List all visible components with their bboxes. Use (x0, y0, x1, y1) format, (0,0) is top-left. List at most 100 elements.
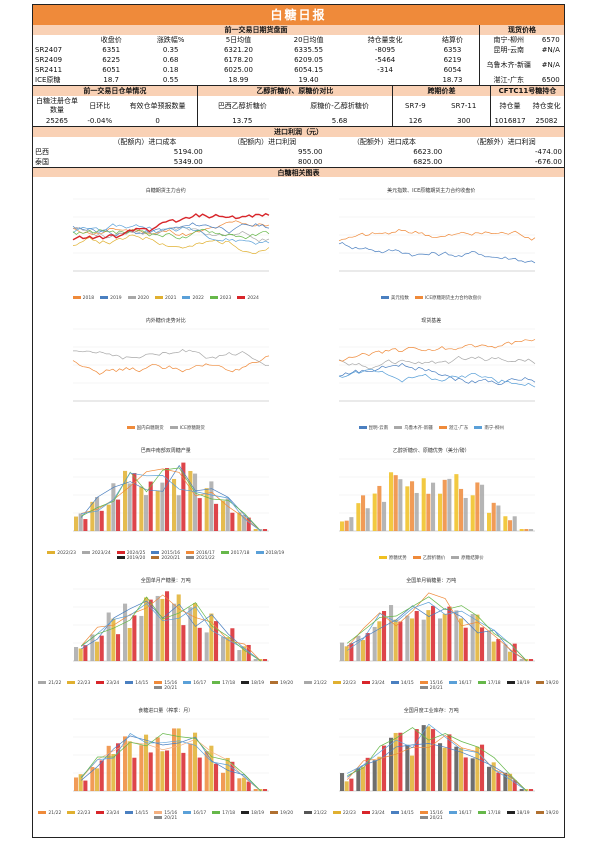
bar-mark (388, 737, 393, 791)
bar-mark (453, 610, 458, 661)
legend-label: 原糖优势 (388, 556, 407, 561)
chart-svg (338, 718, 535, 792)
legend-label: 乌鲁木齐-新疆 (404, 426, 433, 431)
series-line (80, 733, 262, 792)
chart-legend: 美元指数 ICE原糖期货主力合约收盘价 (299, 295, 565, 301)
warehouse-value: 25265 (45, 117, 69, 125)
bar-mark (197, 498, 202, 531)
legend-label: 2021 (165, 296, 177, 301)
bar-mark (376, 485, 381, 531)
legend-item: 2024 (237, 296, 259, 301)
bar-mark (381, 745, 386, 791)
legend-label: 2018/19 (265, 551, 285, 556)
chart-title: 全国单月销糖量：万吨 (406, 578, 457, 584)
bar-mark (388, 605, 393, 661)
legend-label: 16/17 (193, 811, 207, 816)
ethanol-header: 巴西乙醇折糖价 (217, 102, 267, 110)
bar-mark (442, 613, 447, 661)
legend-swatch (448, 681, 457, 684)
chart-title: 乙醇折糖价、原糖优势（美分/磅） (392, 448, 470, 454)
futures-header: 收盘价 (100, 36, 122, 44)
bar-mark (204, 632, 209, 661)
legend-swatch (183, 811, 192, 814)
chart-svg (73, 458, 269, 532)
legend-swatch (506, 811, 515, 814)
bar-mark (507, 773, 512, 791)
bar-mark (237, 512, 242, 531)
bar-mark (181, 462, 186, 531)
bar-mark (246, 517, 251, 531)
legend-item: 21/22 (303, 681, 327, 686)
bar-mark (437, 493, 442, 531)
legend-item: 2024/25 (116, 551, 145, 556)
legend-item: 南宁-柳州 (474, 425, 504, 431)
legend-swatch (81, 551, 90, 554)
legend-label: 16/17 (458, 681, 472, 686)
bar-mark (381, 611, 386, 661)
spot-value: #N/A (541, 46, 560, 54)
series-line (72, 234, 270, 254)
bar-mark (139, 745, 144, 791)
bar-mark (263, 529, 268, 531)
import-cell: 800.00 (298, 158, 323, 166)
chart-inventory: 全国月度工业库存：万吨 21/22 22/23 23/24 14/15 15/16 16/… (299, 697, 565, 827)
legend-label: ICE原糖期货 (179, 426, 205, 431)
legend-label: 14/15 (135, 811, 149, 816)
bar-mark (83, 519, 88, 531)
bar-mark (188, 470, 193, 531)
legend-item: ICE原糖期货主力合约收盘价 (414, 295, 482, 301)
cftc-header: 持仓量 (499, 102, 521, 110)
warehouse-value: 0 (118, 116, 198, 126)
bar-mark (388, 472, 393, 531)
bar-mark (425, 493, 430, 531)
legend-item: 原糖优势 (378, 555, 407, 561)
chart-title: 美元指数、ICE原糖期货主力合约收盘价 (387, 188, 476, 194)
bar-mark (523, 789, 528, 791)
bar-mark (507, 520, 512, 531)
bar-mark (246, 781, 251, 791)
legend-label: 21/22 (48, 681, 62, 686)
legend-label: 15/16 (429, 681, 443, 686)
legend-swatch (303, 681, 312, 684)
bar-mark (111, 618, 116, 661)
spot-value: #N/A (541, 61, 560, 69)
futures-cell: 6025.00 (223, 66, 253, 74)
bar-mark (95, 768, 100, 791)
chart-title: 食糖进口量（榨季：月） (138, 708, 194, 714)
bar-mark (404, 744, 409, 791)
legend-item: 16/17 (183, 811, 206, 816)
chart-title: 内外糖价走势对比 (145, 318, 186, 324)
bar-mark (512, 516, 517, 531)
bar-mark (495, 639, 500, 661)
bar-mark (474, 482, 479, 531)
bar-mark (372, 760, 377, 791)
bar-mark (160, 482, 165, 531)
bar-mark (348, 517, 353, 531)
legend-item: 16/17 (448, 811, 472, 816)
legend-item: 18/19 (241, 811, 264, 816)
bar-mark (214, 503, 219, 531)
futures-cell: 6219 (425, 55, 480, 65)
import-cell: 5194.00 (173, 148, 203, 156)
bar-mark (381, 501, 386, 531)
bar-mark (99, 510, 104, 531)
legend-swatch (535, 811, 544, 814)
futures-cell: 6054 (425, 65, 480, 75)
bar-mark (486, 512, 491, 531)
import-cell: 6623.00 (413, 148, 443, 156)
import-header: （配额外）进口利润 (472, 138, 536, 146)
legend-item: 2020/21 (151, 556, 180, 561)
bar-mark (397, 621, 402, 661)
legend-swatch (303, 811, 312, 814)
legend-label: 2023/24 (91, 551, 111, 556)
futures-cell: 18.73 (425, 75, 480, 85)
legend-swatch (116, 551, 125, 554)
bar-mark (365, 757, 370, 791)
legend-swatch (380, 296, 389, 299)
bar-mark (95, 497, 100, 531)
legend-item: 2016/17 (186, 551, 215, 556)
series-line (338, 229, 535, 242)
futures-row-name: SR2409 (35, 56, 63, 64)
legend-item: 2022/23 (47, 551, 76, 556)
report-title: 白糖日报 (33, 5, 564, 25)
